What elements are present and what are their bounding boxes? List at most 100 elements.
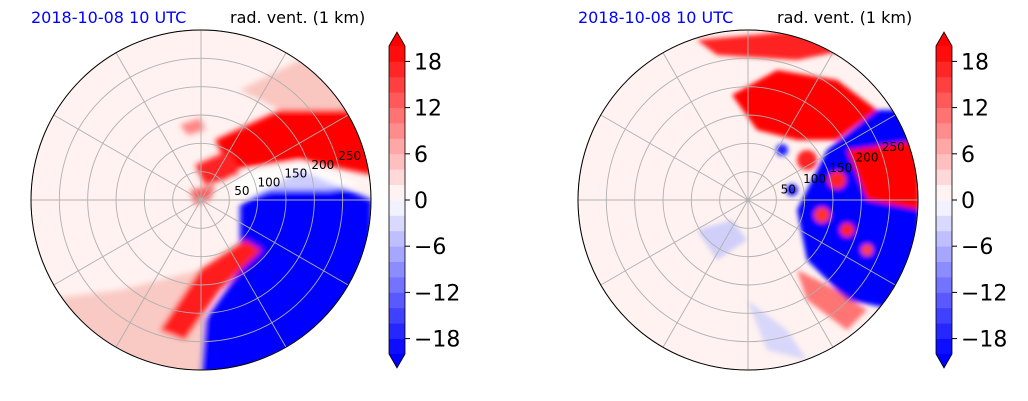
colorbar: 18 12 6 0 −6 −12 −18 <box>935 31 1007 369</box>
colorbar-tick-label: −18 <box>414 328 460 353</box>
plot-boundary <box>30 29 372 371</box>
colorbar-segment <box>389 230 405 247</box>
colorbar-segment <box>936 277 952 293</box>
colorbar-segment <box>389 92 405 108</box>
colorbar-extend-max <box>389 32 405 46</box>
radial-tick-label: 50 <box>234 184 249 198</box>
azimuth-line <box>747 199 896 286</box>
azimuth-line <box>200 199 287 348</box>
colorbar-segment <box>389 46 405 62</box>
azimuth-line <box>747 199 834 348</box>
colorbar-tick-label: 0 <box>414 189 428 214</box>
colorbar-tick-label: −12 <box>414 281 460 306</box>
azimuth-line <box>115 52 202 201</box>
chart-title-variable: rad. vent. (1 km) <box>230 8 366 27</box>
azimuth-line <box>200 52 287 201</box>
colorbar-segment <box>389 246 405 262</box>
chart-title-date: 2018-10-08 10 UTC <box>31 8 187 27</box>
velocity-field <box>31 30 371 370</box>
colorbar-segment <box>936 246 952 262</box>
colorbar-segment <box>389 107 405 124</box>
colorbar-segment <box>936 230 952 247</box>
azimuth-line <box>662 52 749 201</box>
colorbar-segment <box>389 292 405 309</box>
azimuth-line <box>600 199 749 286</box>
azimuth-line <box>115 199 202 348</box>
colorbar-segment <box>389 61 405 78</box>
azimuth-line <box>200 114 349 201</box>
radial-tick-labels: 50 100 150 200 250 <box>234 149 361 198</box>
colorbar-tick-label: 6 <box>961 143 975 168</box>
colorbar-segment <box>936 92 952 108</box>
plot-boundary <box>577 29 919 371</box>
colorbar: 18 12 6 0 −6 −12 −18 <box>388 31 460 369</box>
azimuth-line <box>747 52 834 201</box>
colorbar-tick-label: −18 <box>961 328 1007 353</box>
radial-tick-label: 50 <box>781 182 796 196</box>
colorbar-segment <box>389 215 405 232</box>
colorbar-segment <box>389 277 405 293</box>
colorbar-tick-label: −12 <box>961 281 1007 306</box>
azimuth-line <box>662 199 749 348</box>
colorbar-tick-label: −6 <box>414 235 446 260</box>
colorbar-segment <box>389 200 405 216</box>
colorbar-segment <box>936 153 952 170</box>
radial-tick-label: 150 <box>829 161 852 175</box>
colorbar-segment <box>936 323 952 339</box>
azimuth-line <box>747 114 896 201</box>
colorbar-segment <box>389 323 405 339</box>
colorbar-segment <box>936 169 952 185</box>
radial-tick-label: 250 <box>882 140 905 154</box>
colorbar-tick-label: 12 <box>961 97 989 122</box>
polar-plot: 50 100 150 200 250 18 12 6 0 −6 −12 −18 <box>30 29 460 371</box>
colorbar-segment <box>936 46 952 62</box>
chart-panel-right: 2018-10-08 10 UTC rad. vent. (1 km) <box>547 0 1028 401</box>
colorbar-segment <box>389 184 405 201</box>
colorbar-tick-label: 12 <box>414 97 442 122</box>
radial-tick-label: 150 <box>284 167 307 181</box>
chart-title-date: 2018-10-08 10 UTC <box>578 8 734 27</box>
azimuth-line <box>53 199 202 286</box>
colorbar-tick-label: 18 <box>414 50 442 75</box>
radial-tick-label: 250 <box>338 149 361 163</box>
colorbar-segment <box>389 169 405 185</box>
colorbar-outline <box>935 31 953 369</box>
colorbar-tick-label: 0 <box>961 189 975 214</box>
colorbar-segment <box>936 107 952 124</box>
colorbar-extend-max <box>936 32 952 46</box>
colorbar-segment <box>389 307 405 324</box>
colorbar-extend-min <box>389 354 405 368</box>
colorbar-segment <box>389 338 405 355</box>
colorbar-segment <box>936 184 952 201</box>
azimuth-line <box>600 114 749 201</box>
colorbar-extend-min <box>936 354 952 368</box>
colorbar-segment <box>936 307 952 324</box>
colorbar-segment <box>389 123 405 139</box>
colorbar-segment <box>936 123 952 139</box>
colorbar-tick-label: 18 <box>961 50 989 75</box>
radial-tick-label: 200 <box>856 151 879 165</box>
colorbar-tick-label: 6 <box>414 143 428 168</box>
chart-panel-left: 2018-10-08 10 UTC rad. vent. (1 km) <box>30 8 460 371</box>
chart-title-variable: rad. vent. (1 km) <box>777 8 913 27</box>
radial-tick-label: 200 <box>311 158 334 172</box>
colorbar-segment <box>936 61 952 78</box>
colorbar-segment <box>936 76 952 93</box>
colorbar-segment <box>389 138 405 155</box>
colorbar-segment <box>936 261 952 278</box>
azimuth-line <box>200 199 349 286</box>
colorbar-segment <box>936 215 952 232</box>
colorbar-segment <box>936 292 952 309</box>
colorbar-outline <box>388 31 406 369</box>
colorbar-tick-label: −6 <box>961 235 993 260</box>
colorbar-segment <box>389 76 405 93</box>
colorbar-segment <box>936 138 952 155</box>
radial-tick-label: 100 <box>257 175 280 189</box>
colorbar-segment <box>936 200 952 216</box>
colorbar-segment <box>936 338 952 355</box>
colorbar-segment <box>389 153 405 170</box>
radial-tick-label: 100 <box>803 172 826 186</box>
colorbar-segment <box>389 261 405 278</box>
